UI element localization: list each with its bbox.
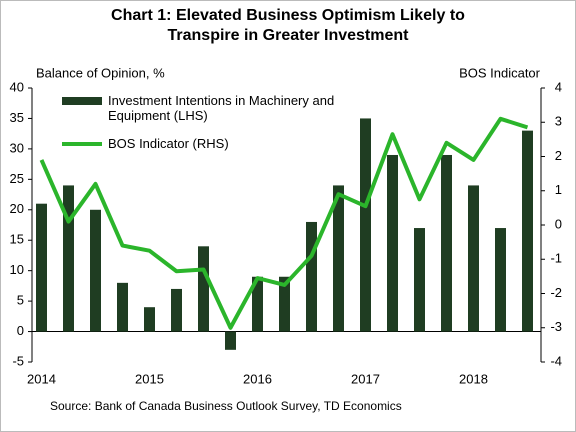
- y-tick-label: 40: [10, 79, 24, 94]
- bar: [117, 282, 128, 332]
- bar: [198, 246, 209, 332]
- bar: [522, 130, 533, 332]
- x-tick-label: 2016: [243, 371, 272, 386]
- y-tick-label: -5: [12, 353, 24, 368]
- y2-axis-title: BOS Indicator: [459, 65, 541, 80]
- y-tick-label: 15: [10, 232, 24, 247]
- bar: [225, 331, 236, 350]
- legend-label: BOS Indicator (RHS): [108, 136, 229, 151]
- bar: [279, 276, 290, 332]
- y2-tick-label: 4: [555, 79, 562, 94]
- legend-swatch: [62, 97, 102, 105]
- x-tick-label: 2017: [351, 371, 380, 386]
- bar: [171, 288, 182, 332]
- bar: [441, 154, 452, 332]
- x-tick-label: 2015: [135, 371, 164, 386]
- y2-tick-label: -1: [550, 251, 562, 266]
- y-tick-label: 0: [17, 323, 24, 338]
- line: [39, 116, 529, 330]
- y2-tick-label: -4: [550, 353, 562, 368]
- bar: [495, 228, 506, 332]
- y-tick-label: 35: [10, 110, 24, 125]
- bar: [252, 276, 263, 332]
- bar: [36, 203, 47, 332]
- x-tick-label: 2014: [27, 371, 56, 386]
- y-tick-label: 10: [10, 262, 24, 277]
- y2-tick-label: 2: [555, 148, 562, 163]
- x-tick-label: 2018: [459, 371, 488, 386]
- y2-tick-label: -2: [550, 285, 562, 300]
- source: Source: Bank of Canada Business Outlook …: [50, 399, 402, 413]
- bar: [90, 209, 101, 332]
- bar: [63, 185, 74, 332]
- y-tick-label: 30: [10, 140, 24, 155]
- legend-label: Investment Intentions in Machinery and E…: [108, 93, 335, 123]
- bar: [387, 154, 398, 332]
- bar: [144, 307, 155, 332]
- y-tick-label: 5: [17, 293, 24, 308]
- y-tick-label: 20: [10, 201, 24, 216]
- y2-tick-label: 1: [555, 182, 562, 197]
- bar: [468, 185, 479, 332]
- y2-tick-label: 0: [555, 216, 562, 231]
- bar: [360, 118, 371, 332]
- bar: [414, 228, 425, 332]
- y2-tick-label: -3: [550, 319, 562, 334]
- y-axis-title: Balance of Opinion, %: [36, 65, 165, 80]
- chart-title: Chart 1: Elevated Business Optimism Like…: [111, 7, 465, 44]
- bar: [306, 221, 317, 332]
- y-tick-label: 25: [10, 171, 24, 186]
- bar: [333, 185, 344, 332]
- y2-tick-label: 3: [555, 114, 562, 129]
